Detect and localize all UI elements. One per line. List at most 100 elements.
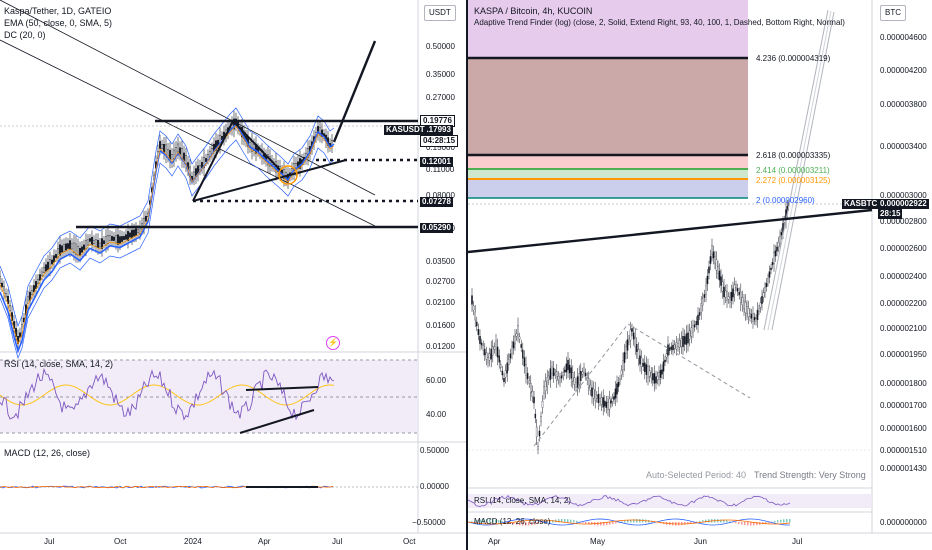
candle-body: [578, 373, 580, 385]
candle-body: [647, 366, 649, 378]
candle-body: [551, 366, 553, 374]
lightning-icon[interactable]: ⚡: [326, 336, 340, 350]
candle-body: [45, 264, 48, 272]
candle-body: [570, 367, 572, 379]
candle-body: [549, 368, 552, 380]
right-chart-pane[interactable]: KASPA / Bitcoin, 4h, KUCOIN Adaptive Tre…: [468, 0, 932, 550]
kasbtc-chart-canvas[interactable]: [468, 0, 932, 550]
candle-body: [198, 164, 201, 171]
right-macd-histogram-bar: [477, 519, 479, 523]
left-macd-level-pos: 0.50000: [420, 446, 449, 455]
candle-body: [665, 353, 668, 358]
right-macd-histogram-bar: [474, 520, 476, 523]
candle-body: [690, 327, 693, 337]
candle-body: [626, 339, 629, 351]
right-macd-histogram-bar: [591, 522, 593, 525]
right-macd-histogram-bar: [516, 522, 518, 525]
candle-body: [94, 239, 97, 247]
right-macd-histogram-bar: [501, 520, 503, 523]
candle-body: [675, 342, 678, 350]
candle-body: [768, 271, 771, 278]
candle-body: [541, 401, 544, 408]
right-macd-histogram-bar: [771, 521, 773, 523]
candle-body: [501, 370, 504, 376]
candle-body: [252, 144, 255, 151]
candle-body: [715, 259, 718, 271]
right-macd-histogram-bar: [738, 522, 740, 524]
candle-body: [588, 378, 590, 388]
candle-body: [758, 308, 760, 312]
candle-body: [63, 244, 66, 252]
candle-body: [70, 243, 73, 250]
left-legend-ema[interactable]: EMA (50, close, 0, SMA, 5): [4, 18, 113, 28]
candle-body: [517, 325, 519, 335]
candle-body: [526, 372, 529, 380]
candle-body: [106, 235, 109, 244]
fib-label-2414: 2.414 (0.000003211): [756, 166, 830, 175]
candle-body: [490, 348, 492, 360]
candle-body: [0, 276, 2, 284]
candle-body: [47, 261, 50, 271]
rsi-line: [0, 367, 335, 421]
right-macd-label[interactable]: MACD (12, 26, close): [474, 517, 551, 526]
right-macd-histogram-bar: [777, 520, 779, 523]
right-macd-histogram-bar: [687, 522, 689, 525]
candle-body: [780, 232, 783, 236]
candle-body: [498, 355, 500, 363]
right-currency-button[interactable]: BTC: [880, 5, 906, 21]
right-legend-atf[interactable]: Adaptive Trend Finder (log) (close, 2, S…: [474, 18, 845, 27]
candle-body: [709, 256, 712, 264]
right-legend-symbol[interactable]: KASPA / Bitcoin, 4h, KUCOIN: [474, 6, 593, 16]
candle-body: [477, 329, 480, 335]
candle-body: [537, 446, 539, 450]
right-macd-histogram-bar: [498, 520, 500, 523]
left-price-axis-label: 0.03500: [426, 257, 455, 266]
right-macd-histogram-bar: [540, 522, 542, 524]
candle-body: [688, 330, 691, 340]
candle-body: [700, 303, 702, 313]
left-macd-label[interactable]: MACD (12, 26, close): [4, 448, 91, 458]
right-macd-histogram-bar: [636, 519, 638, 523]
candle-body: [128, 232, 131, 238]
candle-body: [623, 352, 626, 363]
candle-body: [55, 254, 58, 258]
candle-body: [82, 244, 85, 250]
candle-body: [130, 229, 133, 239]
right-macd-histogram-bar: [519, 522, 521, 526]
left-chart-pane[interactable]: Kaspa/Tether, 1D, GATEIO EMA (50, close,…: [0, 0, 466, 550]
left-rsi-label[interactable]: RSI (14, close, SMA, 14, 2): [4, 359, 114, 369]
candle-body: [610, 400, 612, 404]
candle-body: [673, 344, 676, 349]
candle-body: [331, 140, 334, 147]
right-macd-histogram-bar: [609, 522, 611, 525]
right-macd-histogram-bar: [639, 519, 641, 523]
candle-body: [733, 284, 736, 295]
left-currency-button[interactable]: USDT: [424, 5, 456, 21]
kasusdt-chart-canvas[interactable]: [0, 0, 466, 550]
right-price-axis-label: 0.000000000: [880, 518, 927, 527]
candle-body: [600, 397, 603, 405]
left-legend-dc[interactable]: DC (20, 0): [4, 30, 46, 40]
candle-body: [41, 271, 44, 276]
candle-body: [503, 377, 505, 383]
candle-body: [4, 292, 7, 298]
candle-body: [59, 244, 62, 256]
candle-body: [321, 129, 324, 137]
candle-body: [648, 370, 651, 377]
right-rsi-label[interactable]: RSI (14, close, SMA, 14, 2): [474, 496, 571, 505]
right-price-axis-label: 0.000003000: [880, 191, 927, 200]
candle-body: [504, 370, 507, 378]
right-macd-histogram-bar: [585, 522, 587, 524]
left-legend-symbol[interactable]: Kaspa/Tether, 1D, GATEIO: [4, 6, 112, 16]
candle-body: [777, 242, 780, 247]
left-price-axis-label: 0.15000: [426, 143, 455, 152]
rsi-band: [0, 360, 418, 433]
candle-body: [738, 291, 740, 296]
dashed-pattern-right: [627, 323, 751, 399]
candle-body: [779, 236, 781, 244]
pane-divider[interactable]: [466, 0, 468, 550]
candle-body: [560, 375, 563, 379]
right-macd-histogram-bar: [693, 522, 695, 523]
candle-body: [640, 357, 643, 368]
candle-body: [492, 346, 494, 356]
